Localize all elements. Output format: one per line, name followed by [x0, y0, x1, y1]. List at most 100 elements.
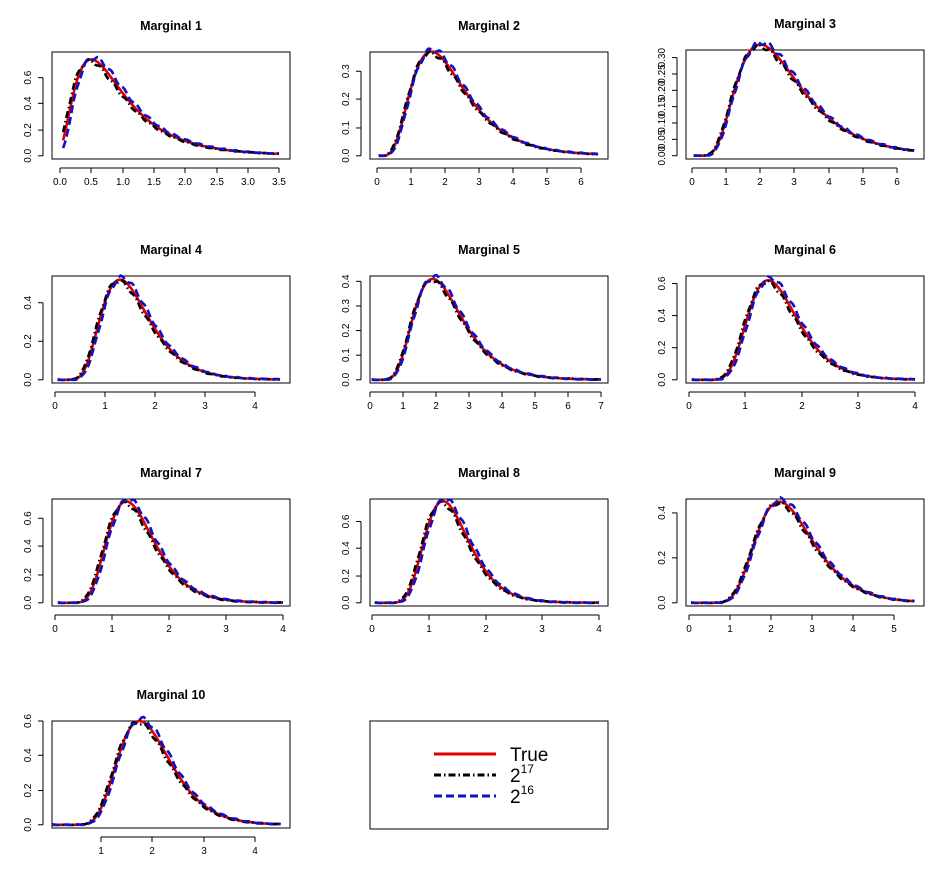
y-tick-label: 0.3	[341, 299, 352, 313]
x-tick-label: 3	[791, 177, 797, 188]
panel-title: Marginal 2	[458, 19, 520, 33]
plot-frame	[51, 275, 291, 384]
y-tick-label: 0.4	[23, 748, 34, 762]
legend-label-exponent: 16	[521, 783, 535, 797]
x-tick-label: 2	[442, 177, 448, 188]
y-tick-label: 0.4	[341, 274, 352, 288]
x-tick-label: 1.5	[147, 177, 161, 188]
x-tick-label: 3.0	[241, 177, 255, 188]
x-tick-label: 1	[742, 401, 748, 412]
y-tick-label: 0.0	[23, 372, 34, 386]
series-2-16-line	[57, 498, 284, 605]
x-tick-label: 0.5	[84, 177, 98, 188]
x-tick-label: 1.0	[116, 177, 130, 188]
x-tick-label: 2.5	[210, 177, 224, 188]
plot-frame	[369, 275, 609, 384]
series-2-16-line	[690, 495, 915, 605]
series-2-16-line	[691, 275, 916, 382]
y-tick-label: 0.0	[657, 595, 668, 609]
series-2-16-line	[57, 274, 281, 382]
panel-title: Marginal 1	[140, 19, 202, 33]
panel-marginal-7: Marginal 7 0 1 2 3 4 0.0 0.2 0.4 0.6	[23, 466, 291, 635]
panel-marginal-4: Marginal 4 0 1 2 3 4 0.0 0.2 0.4	[23, 243, 291, 412]
y-tick-label: 0.2	[23, 123, 34, 137]
series-true-line	[693, 43, 915, 157]
x-tick-label: 3	[201, 846, 207, 857]
x-tick-label: 2	[483, 624, 489, 635]
x-tick-label: 3	[809, 624, 815, 635]
y-tick-label: 0.6	[23, 70, 34, 84]
x-tick-label: 0	[52, 624, 58, 635]
panel-title: Marginal 4	[140, 243, 202, 257]
series-true-line	[61, 58, 280, 156]
x-tick-label: 0	[52, 401, 58, 412]
x-tick-label: 2.0	[178, 177, 192, 188]
series-2-16-line	[378, 47, 599, 158]
x-tick-label: 4	[826, 177, 832, 188]
panel-marginal-10: Marginal 10 1 2 3 4 0.0 0.2 0.4 0.6	[23, 688, 291, 857]
y-tick-label: 0.0	[23, 148, 34, 162]
series-2-16-line	[693, 40, 915, 157]
x-tick-label: 3	[223, 624, 229, 635]
y-tick-label: 0.0	[341, 372, 352, 386]
x-tick-label: 2	[757, 177, 763, 188]
legend-label-exponent: 17	[521, 762, 535, 776]
series-true-line	[691, 500, 915, 605]
x-tick-label: 2	[149, 846, 155, 857]
panel-marginal-2: Marginal 2 0 1 2 3 4 5 6 0.0 0.1 0.2 0.3	[341, 19, 609, 188]
y-tick-label: 0.2	[341, 323, 352, 337]
y-tick-label: 0.4	[23, 539, 34, 553]
x-tick-label: 3	[476, 177, 482, 188]
x-tick-label: 4	[499, 401, 505, 412]
series-2-17-line	[371, 279, 602, 382]
series-true-line	[374, 499, 599, 605]
y-tick-label: 0.2	[23, 334, 34, 348]
x-tick-label: 4	[596, 624, 602, 635]
y-tick-label: 0.1	[341, 121, 352, 135]
panel-title: Marginal 5	[458, 243, 520, 257]
x-tick-label: 4	[850, 624, 856, 635]
panel-marginal-5: Marginal 5 0 1 2 3 4 5 6 7 0.0 0.1 0.2 0.3 0.4	[341, 243, 609, 412]
y-tick-label: 0.1	[341, 348, 352, 362]
series-true-line	[57, 500, 283, 605]
series-2-17-line	[690, 501, 915, 605]
x-tick-label: 0	[374, 177, 380, 188]
y-tick-label: 0.2	[341, 92, 352, 106]
x-tick-label: 5	[860, 177, 866, 188]
series-true-line	[691, 278, 915, 382]
x-tick-label: 4	[510, 177, 516, 188]
series-2-17-line	[61, 57, 280, 156]
y-tick-label: 0.30	[657, 47, 668, 67]
x-tick-label: 0	[686, 401, 692, 412]
y-tick-label: 0.0	[23, 817, 34, 831]
y-tick-label: 0.0	[23, 595, 34, 609]
series-2-17-line	[378, 49, 599, 157]
x-tick-label: 3	[202, 401, 208, 412]
x-tick-label: 6	[578, 177, 584, 188]
x-tick-label: 5	[532, 401, 538, 412]
y-tick-label: 0.4	[23, 295, 34, 309]
x-tick-label: 3.5	[272, 177, 286, 188]
legend-label: 217	[510, 762, 534, 787]
legend-box	[369, 720, 609, 830]
y-tick-label: 0.0	[341, 595, 352, 609]
y-tick-label: 0.15	[657, 97, 668, 117]
panel-title: Marginal 10	[137, 688, 206, 702]
x-tick-label: 3	[855, 401, 861, 412]
series-2-16-line	[61, 55, 280, 156]
x-tick-label: 1	[109, 624, 115, 635]
x-tick-label: 1	[408, 177, 414, 188]
x-tick-label: 2	[768, 624, 774, 635]
x-tick-label: 1	[98, 846, 104, 857]
series-2-16-line	[371, 273, 602, 382]
x-tick-label: 4	[912, 401, 918, 412]
y-tick-label: 0.6	[657, 276, 668, 290]
panel-marginal-3: Marginal 3 0 1 2 3 4 5 6 0.000.050.100.150.200.2…	[657, 17, 925, 188]
x-tick-label: 5	[891, 624, 897, 635]
y-tick-label: 0.4	[657, 308, 668, 322]
x-tick-label: 1	[426, 624, 432, 635]
x-tick-label: 1	[727, 624, 733, 635]
panel-marginal-1: Marginal 1 0.0 0.5 1.0 1.5 2.0 2.5 3.0 3.5 0.0 0.2…	[23, 19, 291, 188]
panel-title: Marginal 6	[774, 243, 836, 257]
y-tick-label: 0.4	[341, 541, 352, 555]
